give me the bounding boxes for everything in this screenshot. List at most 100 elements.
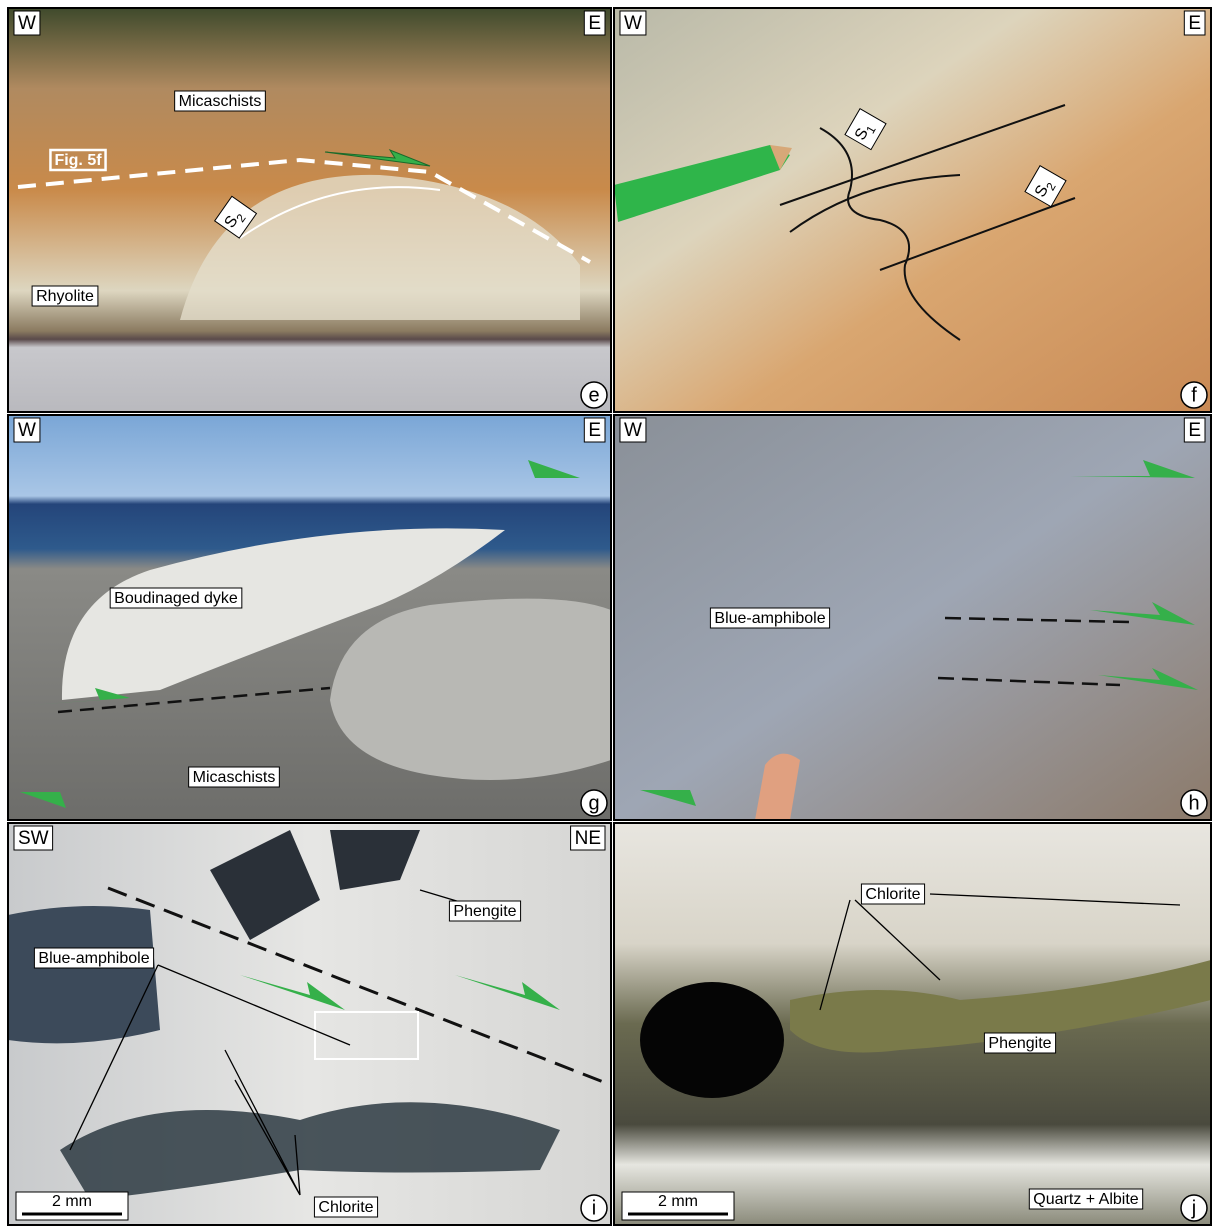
amphibole-band	[60, 1102, 560, 1200]
corner-label: E	[588, 13, 601, 34]
corner-label: W	[624, 420, 642, 441]
annotation-label-group: Boudinaged dyke	[109, 587, 243, 609]
corner-label-group: W	[619, 417, 647, 443]
annotation-label: Blue-amphibole	[714, 610, 825, 627]
inset-box	[314, 1011, 419, 1060]
corner-label-box	[13, 825, 54, 851]
corner-label: E	[1188, 420, 1201, 441]
annotation-label-group: Chlorite	[860, 883, 926, 905]
corner-label-box	[1183, 417, 1206, 443]
corner-label: W	[18, 13, 36, 34]
dyke	[61, 528, 506, 700]
shear-zone	[17, 157, 591, 264]
shear-arrows	[240, 975, 560, 1010]
annotations: W E Micaschists Fig. 5f Rhyolite S2 e W E S1 S2 f W E…	[13, 10, 1208, 1222]
shear-arrow	[30, 688, 130, 705]
corner-label-box	[619, 10, 647, 36]
annotation-label-group: Blue-amphibole	[709, 607, 831, 629]
scale-bar-label: 2 mm	[52, 1193, 92, 1210]
foliation-label: S2	[1024, 164, 1067, 208]
corner-label-box	[13, 417, 41, 443]
foliation-trace	[239, 186, 441, 239]
annotation-label: Chlorite	[318, 1199, 373, 1216]
pencil-tip	[770, 145, 792, 170]
photo-schist	[614, 415, 1211, 820]
fold-trace	[819, 127, 961, 341]
panel-letter-circle	[580, 381, 608, 409]
annotation-label-group: Phengite	[983, 1032, 1057, 1054]
chlorite-band	[790, 960, 1211, 1053]
annotation-label: Boudinaged dyke	[114, 590, 238, 607]
annotation-label: Phengite	[988, 1035, 1051, 1052]
corner-label-group: W	[619, 10, 647, 36]
panel-letter-circle	[580, 1194, 608, 1222]
corner-label: SW	[18, 828, 49, 849]
corner-label: E	[588, 420, 601, 441]
annotation-label-box	[983, 1032, 1057, 1054]
scale-bar-label: 2 mm	[658, 1193, 698, 1210]
corner-label: W	[18, 420, 36, 441]
corner-label: NE	[575, 828, 601, 849]
leader-lines	[69, 889, 471, 1196]
annotation-label: Rhyolite	[36, 288, 94, 305]
corner-label: E	[1188, 13, 1201, 34]
shear-arrow	[640, 790, 760, 806]
rock-fold	[180, 174, 580, 320]
corner-label-box	[583, 10, 606, 36]
annotation-label: Quartz + Albite	[1033, 1191, 1138, 1208]
annotation-label-group: Quartz + Albite	[1028, 1188, 1144, 1210]
panel-letter-circle	[1180, 789, 1208, 817]
corner-label-group: E	[1183, 417, 1206, 443]
panel-letter-circle	[1180, 1194, 1208, 1222]
annotation-label: Fig. 5f	[54, 152, 102, 169]
amphibole-grain	[8, 906, 160, 1044]
pencil	[614, 145, 790, 222]
annotation-label: Phengite	[453, 903, 516, 920]
corner-label-group: NE	[570, 825, 606, 851]
annotation-label-box	[188, 766, 280, 788]
finger	[755, 753, 800, 820]
annotation-label-box	[109, 587, 243, 609]
annotation-label-group: Micaschists	[174, 90, 266, 112]
annotation-label-group: Phengite	[448, 900, 522, 922]
cleavage-traces	[779, 104, 1076, 271]
annotation-label-group: Rhyolite	[31, 285, 99, 307]
annotation-label-box	[49, 148, 107, 172]
corner-label-group: E	[1183, 10, 1206, 36]
annotation-label-box	[31, 285, 99, 307]
annotation-label-box	[33, 947, 155, 969]
panel-letter: i	[592, 1197, 596, 1219]
opaque-grain	[640, 982, 784, 1098]
annotation-label: Chlorite	[865, 886, 920, 903]
annotation-label: Micaschists	[193, 769, 276, 786]
corner-label-box	[583, 417, 606, 443]
annotation-label-box	[1028, 1188, 1144, 1210]
corner-label-box	[1183, 10, 1206, 36]
panel-letter: g	[588, 792, 599, 814]
shear-arrow	[324, 148, 431, 167]
corner-label-group: E	[583, 417, 606, 443]
corner-label-box	[570, 825, 606, 851]
panel-letter-circle	[580, 789, 608, 817]
corner-label-group: W	[13, 10, 41, 36]
annotation-label-group: Fig. 5f	[49, 148, 107, 172]
annotation-label-box	[174, 90, 266, 112]
shear-planes	[937, 616, 1131, 687]
annotation-label-group: Micaschists	[188, 766, 280, 788]
shear-arrow	[20, 792, 145, 808]
annotation-label-group: Chlorite	[313, 1196, 379, 1218]
foliation-box	[844, 107, 887, 151]
corner-label-group: W	[13, 417, 41, 443]
annotation-label: Blue-amphibole	[38, 950, 149, 967]
corner-label-group: SW	[13, 825, 54, 851]
panel-letter: j	[1191, 1197, 1196, 1219]
panel-borders	[7, 7, 1212, 1226]
annotation-label-group: Blue-amphibole	[33, 947, 155, 969]
amphibole-grains	[210, 830, 420, 940]
photo-rock	[614, 8, 1211, 412]
foliation-box	[1024, 164, 1067, 208]
annotation-label-box	[448, 900, 522, 922]
leader-lines	[819, 893, 1181, 1011]
shear-plane	[57, 686, 331, 714]
